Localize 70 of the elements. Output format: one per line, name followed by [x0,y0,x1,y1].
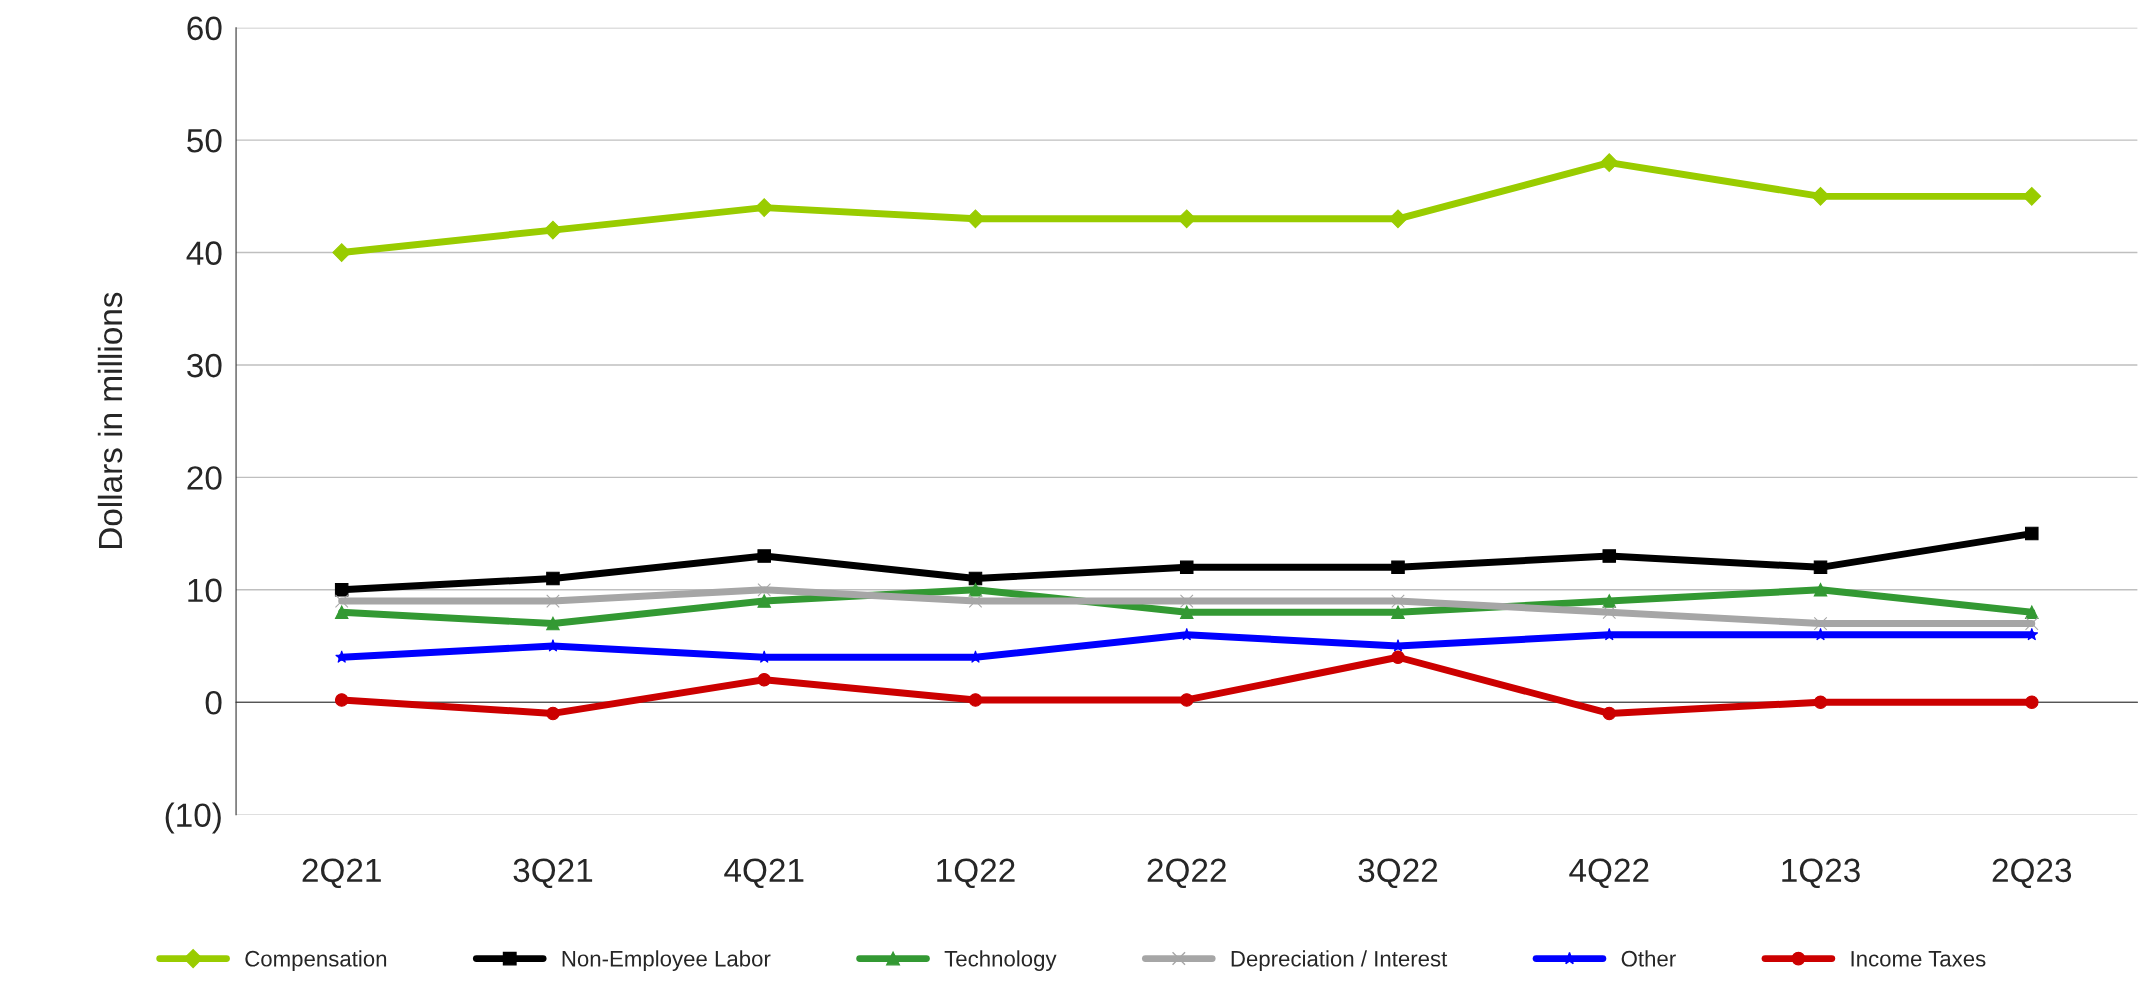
point [332,243,352,262]
point [334,594,349,608]
point [757,549,771,563]
point [757,594,771,608]
point [1388,209,1408,229]
x-tick-label: 4Q21 [724,858,804,889]
point [1602,706,1617,721]
point [1391,650,1405,664]
point [2025,695,2039,709]
point [1179,560,1194,575]
point [2025,616,2039,631]
x-tick-label: 1Q22 [937,858,1015,889]
point [1179,594,1194,608]
point [754,198,774,217]
x-tick-label: 3Q22 [1358,858,1438,889]
x-tick-label: 2Q23 [1992,858,2072,889]
legend-label: Depreciation / Interest [1231,950,1448,971]
point [1391,594,1405,608]
point [334,583,349,597]
y-tick-label: 30 [187,353,222,378]
point [1391,605,1405,620]
point [2025,605,2039,620]
y-tick-label: 40 [186,241,222,265]
point [1813,616,1828,631]
x-tick-label: 2Q22 [1147,858,1226,889]
point [1599,153,1619,172]
legend-label: Income Taxes [1851,951,1986,967]
x-tick-label: 4Q22 [1569,858,1649,889]
point [1813,560,1828,575]
point [334,693,349,707]
point [1813,583,1828,597]
point [546,706,560,721]
point [1179,693,1194,707]
legend-label: Other [1621,950,1676,967]
y-tick-label: 50 [187,128,222,153]
point [1602,549,1617,563]
y-tick-label: (10) [165,802,221,834]
point [2025,627,2039,641]
point [1179,605,1194,620]
point [543,220,563,240]
point [968,594,983,608]
y-tick-label: 0 [205,691,222,715]
point [1177,209,1197,229]
point [2022,187,2042,206]
legend-label: Compensation [245,950,387,971]
point [1814,627,1827,641]
x-tick-label: 2Q21 [302,858,381,889]
point [1602,605,1617,620]
x-tick-label: 1Q23 [1782,858,1860,889]
point [1602,594,1617,608]
x-tick-label: 3Q21 [513,858,593,889]
y-tick-label: 10 [188,578,222,603]
point [968,583,983,597]
y-tick-label: 60 [187,16,222,41]
point [546,594,560,608]
point [757,672,771,687]
point [546,616,560,631]
point [2025,526,2039,541]
point [968,571,983,586]
point [334,605,349,620]
point [966,209,985,229]
legend-label: Technology [944,950,1057,971]
point [1813,695,1828,709]
point [546,571,560,586]
point [1391,560,1405,575]
y-axis-title: Dollars in millions [97,292,123,549]
point [968,693,983,707]
y-tick-label: 20 [187,466,222,490]
point [757,583,771,597]
legend-label: Non-Employee Labor [562,950,771,971]
